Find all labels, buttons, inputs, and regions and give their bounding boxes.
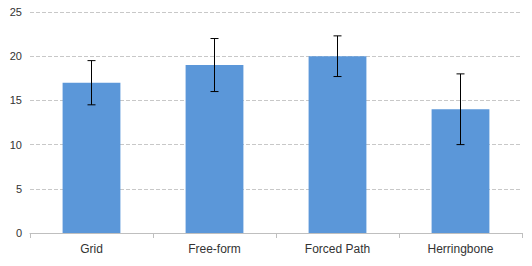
svg-text:Forced Path: Forced Path [305,242,370,256]
svg-text:25: 25 [10,6,22,18]
svg-text:Grid: Grid [80,242,103,256]
svg-text:Herringbone: Herringbone [427,242,493,256]
svg-text:10: 10 [10,139,22,151]
svg-text:Free-form: Free-form [188,242,241,256]
svg-text:20: 20 [10,50,22,62]
svg-text:0: 0 [16,227,22,239]
svg-text:5: 5 [16,183,22,195]
svg-text:15: 15 [10,94,22,106]
